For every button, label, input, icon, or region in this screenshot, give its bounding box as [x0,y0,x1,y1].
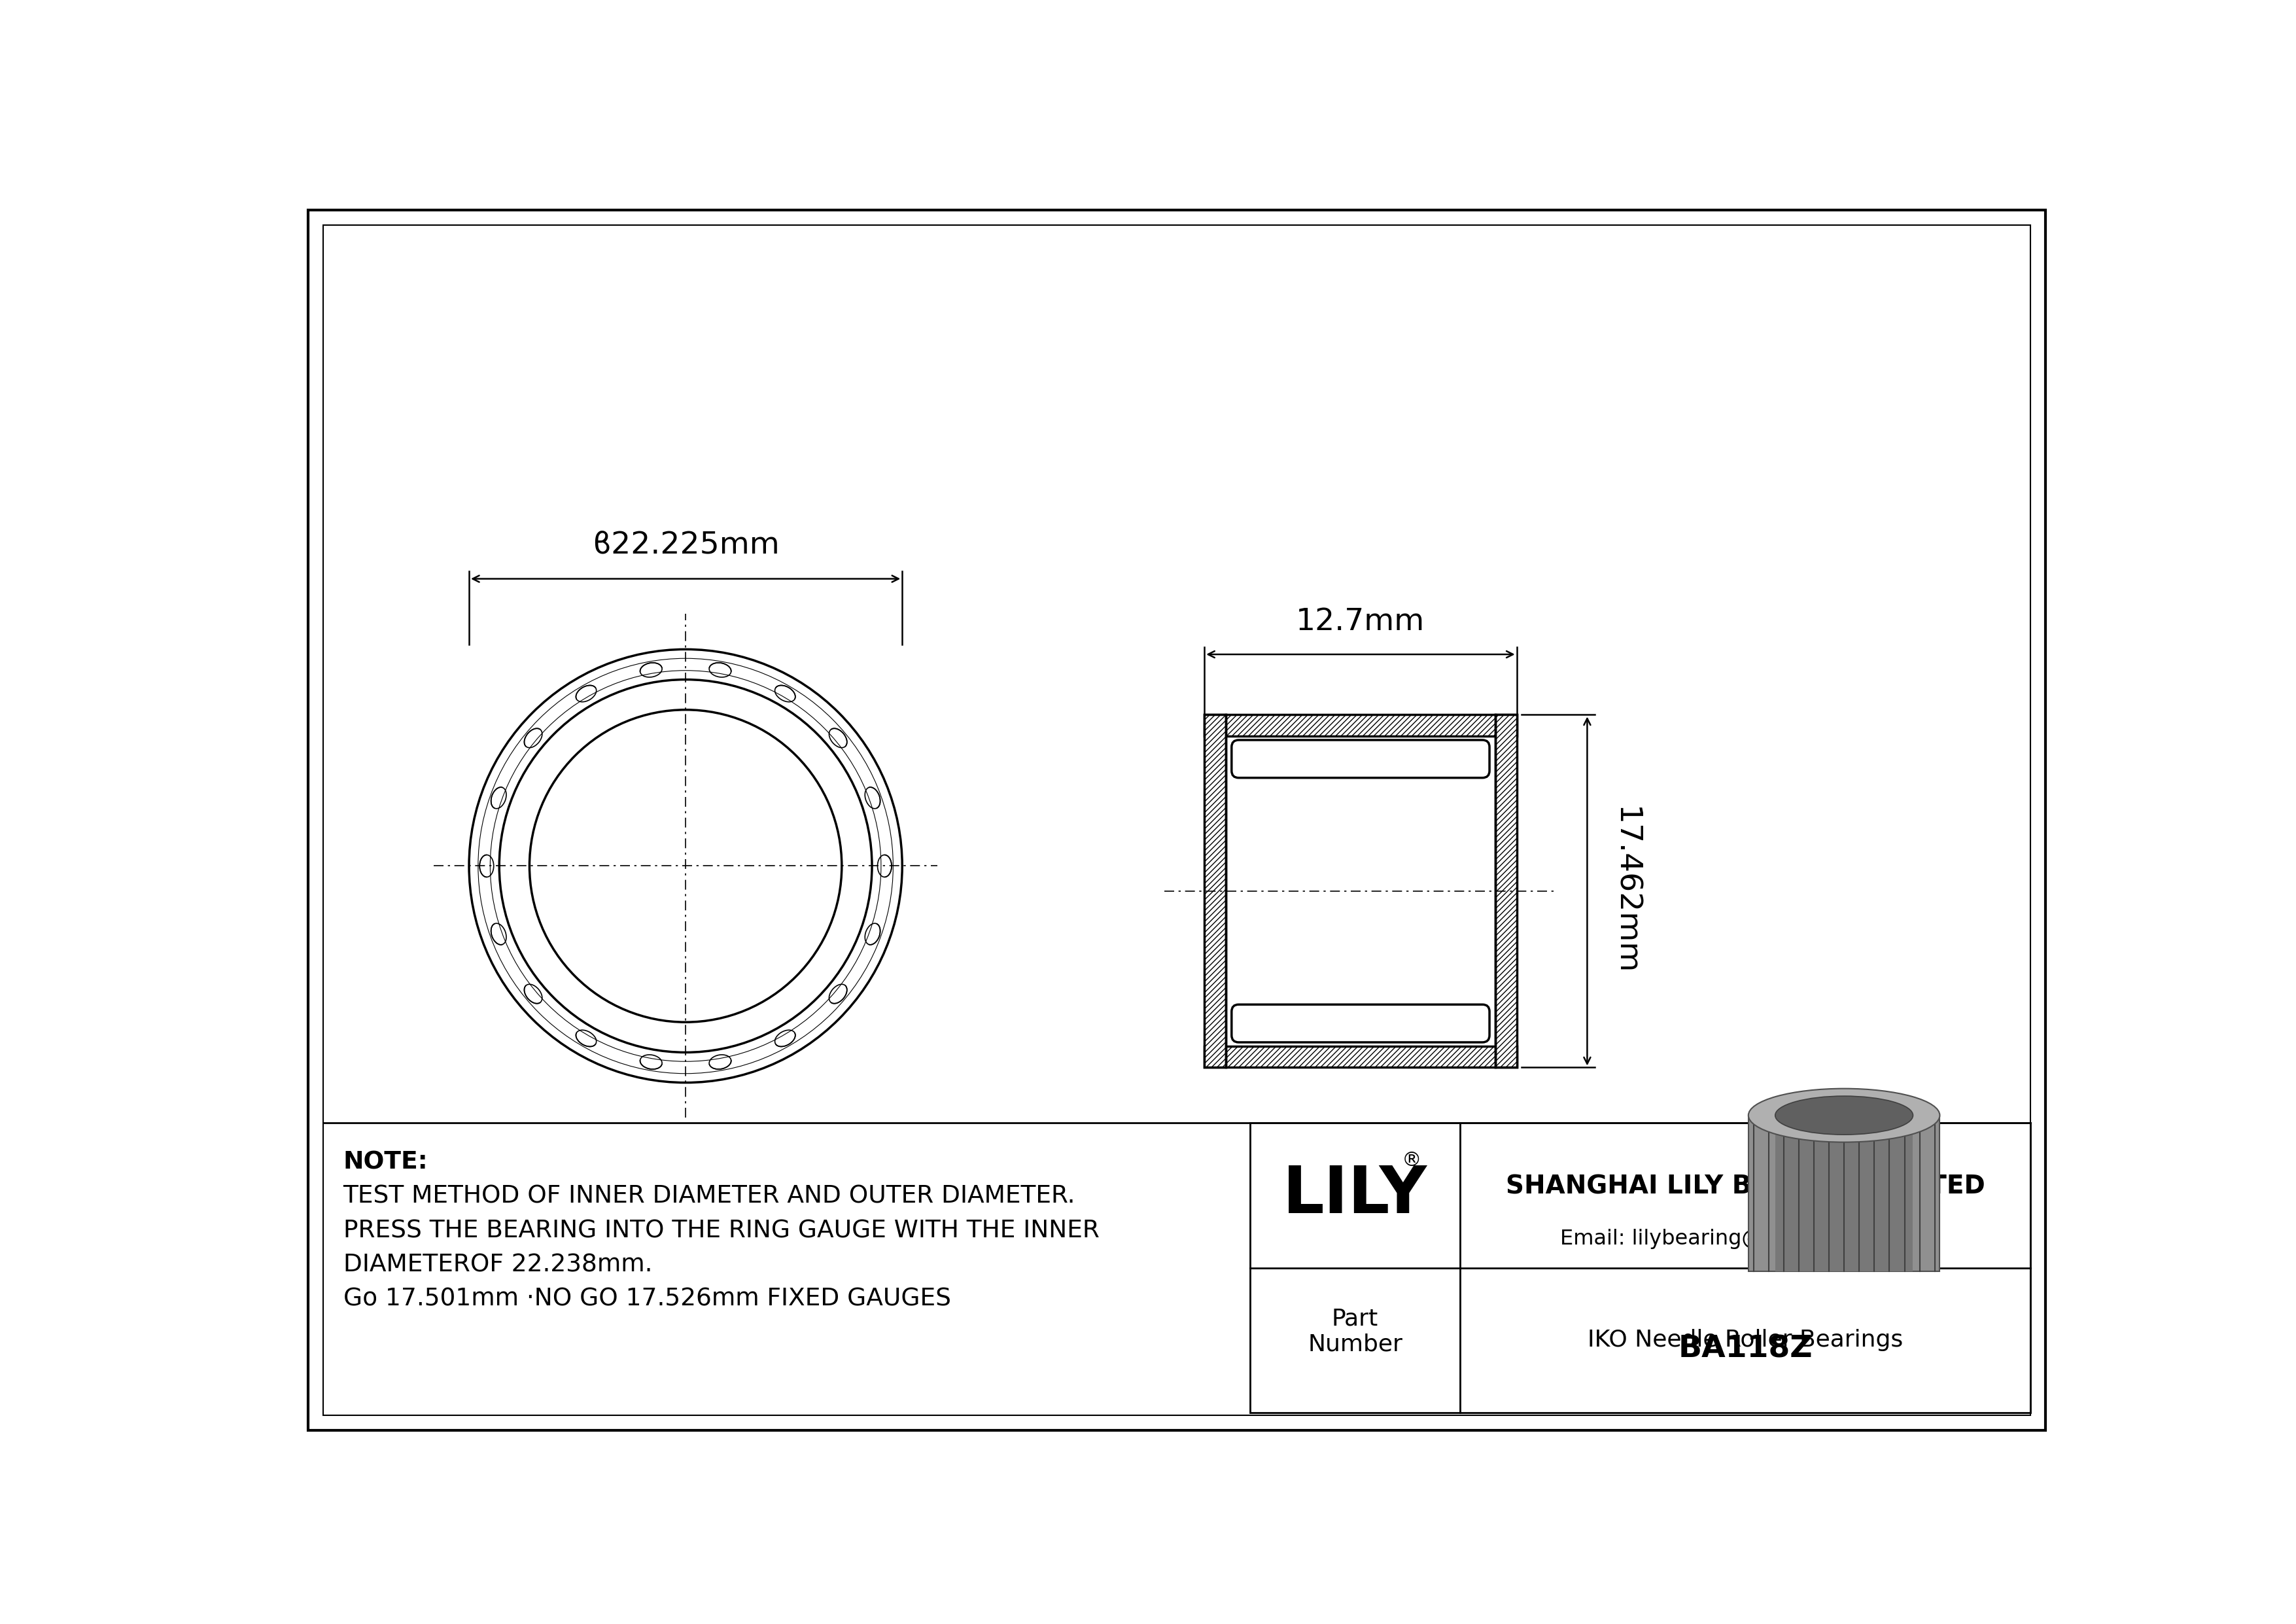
Bar [1775,1116,1913,1272]
Text: BA118Z: BA118Z [1678,1335,1812,1364]
Bar [1205,715,1226,1067]
Bar [1205,715,1226,1067]
Bar [1249,1122,2030,1413]
Text: SHANGHAI LILY BEARING LIMITED: SHANGHAI LILY BEARING LIMITED [1506,1174,1986,1199]
Text: DIAMETEROF 22.238mm.: DIAMETEROF 22.238mm. [342,1254,652,1276]
Text: Email: lilybearing@lily-bearing.com: Email: lilybearing@lily-bearing.com [1559,1229,1931,1249]
Text: LILY: LILY [1283,1164,1428,1228]
Bar [1205,715,1518,736]
Text: NOTE:: NOTE: [342,1151,427,1174]
Text: 12.7mm: 12.7mm [1295,607,1426,637]
Text: ®: ® [1401,1151,1421,1169]
Text: PRESS THE BEARING INTO THE RING GAUGE WITH THE INNER: PRESS THE BEARING INTO THE RING GAUGE WI… [342,1220,1100,1242]
Text: IKO Needle Roller Bearings: IKO Needle Roller Bearings [1587,1328,1903,1351]
Bar [1205,715,1518,736]
Bar [1205,1046,1518,1067]
Bar [1747,1116,1940,1272]
Ellipse shape [1747,1088,1940,1142]
Text: Part
Number: Part Number [1309,1307,1403,1356]
Text: TEST METHOD OF INNER DIAMETER AND OUTER DIAMETER.: TEST METHOD OF INNER DIAMETER AND OUTER … [342,1186,1075,1208]
Text: ϐ22.225mm: ϐ22.225mm [592,529,778,560]
Ellipse shape [1775,1096,1913,1135]
Bar [1495,715,1518,1067]
Bar [1495,715,1518,1067]
Bar [1205,1046,1518,1067]
Text: Go 17.501mm ·NO GO 17.526mm FIXED GAUGES: Go 17.501mm ·NO GO 17.526mm FIXED GAUGES [342,1288,951,1311]
Text: 17.462mm: 17.462mm [1609,807,1639,976]
